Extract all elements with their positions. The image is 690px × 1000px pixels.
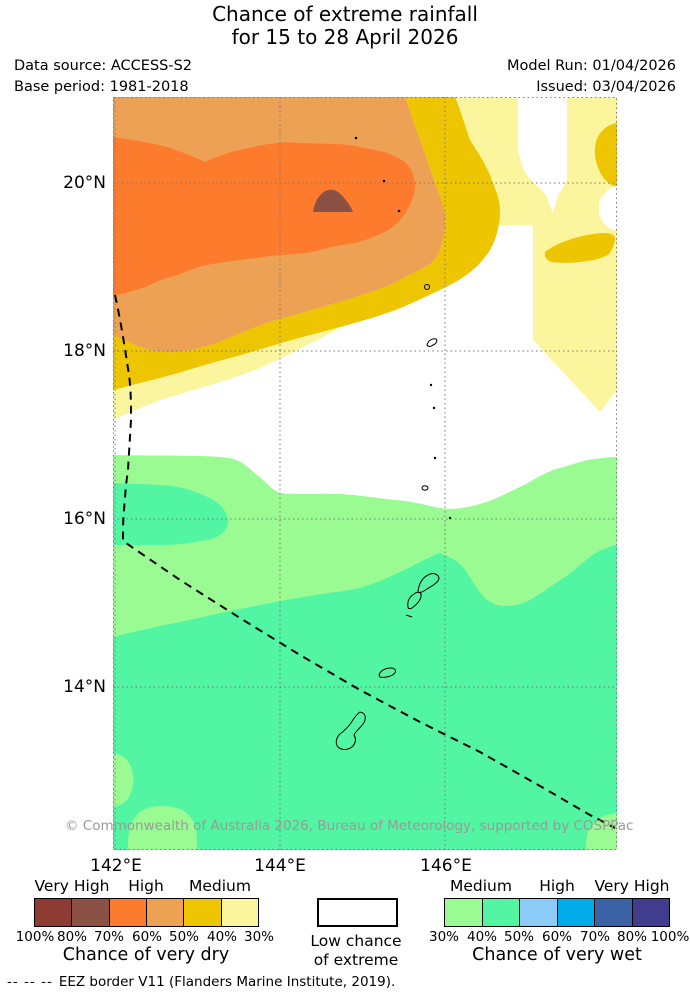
dry-pct-70: 70% xyxy=(93,929,124,945)
wet-category-medium: Medium xyxy=(450,877,512,895)
wet-pct-30: 30% xyxy=(428,929,459,945)
dry-pct-50: 50% xyxy=(168,929,199,945)
dry-pct-100: 100% xyxy=(15,929,55,945)
island-outline-saipan xyxy=(417,573,440,593)
lon-label-146e: 146°E xyxy=(420,856,472,876)
page-title: Chance of extreme rainfall xyxy=(212,2,478,26)
page-subtitle: for 15 to 28 April 2026 xyxy=(231,25,459,49)
island-dot-maug xyxy=(382,179,386,183)
wet-category-high: High xyxy=(539,877,575,895)
wet-pct-40: 40% xyxy=(466,929,497,945)
island-outline-rota xyxy=(378,667,396,678)
wet-swatch-70-80 xyxy=(595,899,633,926)
wet-40-50-region xyxy=(113,545,617,850)
low-chance-pocket-column xyxy=(518,97,567,213)
dry-legend-title: Chance of very dry xyxy=(62,945,230,965)
dry-swatch-80-70 xyxy=(72,899,110,926)
island-outline-tinian xyxy=(407,591,422,610)
low-chance-line2: of extreme xyxy=(313,951,399,969)
forecast-map xyxy=(113,97,617,850)
dry-80-70-spot xyxy=(313,189,353,212)
dry-category-medium: Medium xyxy=(189,877,251,895)
dry-category-high: High xyxy=(128,877,164,895)
eez-dash-sample: -- -- -- xyxy=(7,974,53,990)
map-border xyxy=(113,97,617,850)
wet-40-50-blob-w xyxy=(113,483,228,545)
dry-70-60-region xyxy=(113,137,415,296)
dry-colorbar xyxy=(34,898,259,927)
dry-swatch-100-80 xyxy=(35,899,73,926)
lon-label-144e: 144°E xyxy=(254,856,306,876)
wet-swatch-50-60 xyxy=(520,899,558,926)
low-chance-pocket-east xyxy=(599,186,617,230)
wet-legend-title: Chance of very wet xyxy=(472,945,642,965)
lat-label-20n: 20°N xyxy=(63,173,106,193)
eez-footnote-text: EEZ border V11 (Flanders Marine Institut… xyxy=(58,974,396,990)
map-gridlines xyxy=(113,97,617,850)
dry-swatch-70-60 xyxy=(109,899,147,926)
low-chance-line1: Low chance xyxy=(310,932,402,950)
dry-swatch-50-40 xyxy=(184,899,222,926)
lat-label-18n: 18°N xyxy=(63,341,106,361)
dry-50-40-band xyxy=(113,97,501,390)
island-dash-aguijan xyxy=(405,614,413,618)
base-period-label: Base period: 1981-2018 xyxy=(14,79,189,95)
island-dot-alamagan xyxy=(429,383,433,387)
wet-pct-70: 70% xyxy=(579,929,610,945)
lon-label-142e: 142°E xyxy=(90,856,142,876)
island-ring-anatahan xyxy=(421,485,429,491)
low-chance-box xyxy=(317,898,398,927)
dry-pct-30: 30% xyxy=(243,929,274,945)
copyright-note: © Commonwealth of Australia 2026, Bureau… xyxy=(65,818,634,834)
wet-30-40-patch-se xyxy=(586,813,617,850)
island-dot-farallon-de-pajaros xyxy=(354,136,358,140)
island-outline-guam xyxy=(335,711,366,750)
wet-pct-60: 60% xyxy=(541,929,572,945)
island-dot-asuncion xyxy=(397,209,401,213)
model-run-label: Model Run: 01/04/2026 xyxy=(506,58,676,74)
lat-label-16n: 16°N xyxy=(63,509,106,529)
wet-pct-80: 80% xyxy=(616,929,647,945)
island-dot-guguan xyxy=(432,406,436,410)
data-source-label: Data source: ACCESS-S2 xyxy=(14,58,193,74)
dry-category-very-high: Very High xyxy=(34,877,110,895)
dry-pct-40: 40% xyxy=(206,929,237,945)
island-ring-agrihan xyxy=(424,284,430,290)
eez-border-line xyxy=(114,294,616,829)
dry-50-40-blob-ne xyxy=(594,123,617,187)
dry-pct-60: 60% xyxy=(131,929,162,945)
dry-pct-80: 80% xyxy=(56,929,87,945)
issued-label: Issued: 03/04/2026 xyxy=(536,79,676,95)
dry-swatch-40-30 xyxy=(221,899,258,926)
island-dot-farallon-de-medinilla xyxy=(448,516,452,520)
wet-30-40-patch-sw2 xyxy=(128,806,197,850)
wet-colorbar xyxy=(444,898,670,927)
wet-swatch-40-50 xyxy=(482,899,520,926)
wet-pct-50: 50% xyxy=(503,929,534,945)
wet-swatch-30-40 xyxy=(445,899,483,926)
wet-swatch-80-100 xyxy=(632,899,669,926)
lat-label-14n: 14°N xyxy=(63,677,106,697)
wet-30-40-patch-sw1 xyxy=(113,753,134,807)
wet-swatch-60-70 xyxy=(557,899,595,926)
eez-footnote: -- -- -- EEZ border V11 (Flanders Marine … xyxy=(7,974,395,990)
wet-category-very-high: Very High xyxy=(594,877,670,895)
wet-pct-100: 100% xyxy=(650,929,690,945)
island-outline-pagan xyxy=(426,338,438,347)
island-dot-sarigan xyxy=(433,456,437,460)
island-outlines xyxy=(335,136,452,750)
dry-swatch-60-50 xyxy=(146,899,185,926)
dry-50-40-bar-e xyxy=(544,233,616,263)
